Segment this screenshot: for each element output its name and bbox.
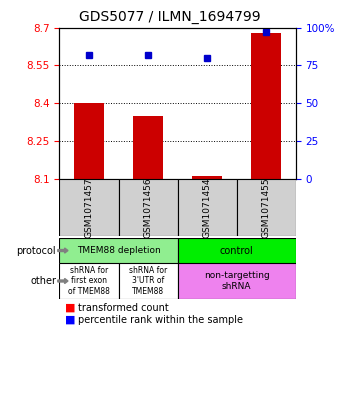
Text: GDS5077 / ILMN_1694799: GDS5077 / ILMN_1694799 [79,10,261,24]
Text: transformed count: transformed count [78,303,169,313]
Bar [59,263,119,299]
Text: GSM1071455: GSM1071455 [262,177,271,238]
Bar [177,238,296,263]
Text: other: other [30,276,56,286]
Bar [59,238,177,263]
Bar [133,116,163,179]
Text: shRNA for
first exon
of TMEM88: shRNA for first exon of TMEM88 [68,266,110,296]
Text: GSM1071457: GSM1071457 [85,177,94,238]
Text: shRNA for
3'UTR of
TMEM88: shRNA for 3'UTR of TMEM88 [129,266,167,296]
Text: GSM1071454: GSM1071454 [203,177,212,237]
Text: control: control [220,246,254,255]
Bar [74,103,104,179]
Text: TMEM88 depletion: TMEM88 depletion [77,246,160,255]
Text: non-targetting
shRNA: non-targetting shRNA [204,271,270,291]
Bar [237,179,296,236]
Bar [252,33,281,179]
Text: protocol: protocol [16,246,56,255]
Bar [177,179,237,236]
Bar [177,263,296,299]
Text: percentile rank within the sample: percentile rank within the sample [78,315,243,325]
Bar [59,179,119,236]
Bar [192,176,222,179]
Text: GSM1071456: GSM1071456 [143,177,153,238]
Bar [119,263,177,299]
Bar [119,179,177,236]
Text: ■: ■ [65,303,75,313]
Text: ■: ■ [65,315,75,325]
